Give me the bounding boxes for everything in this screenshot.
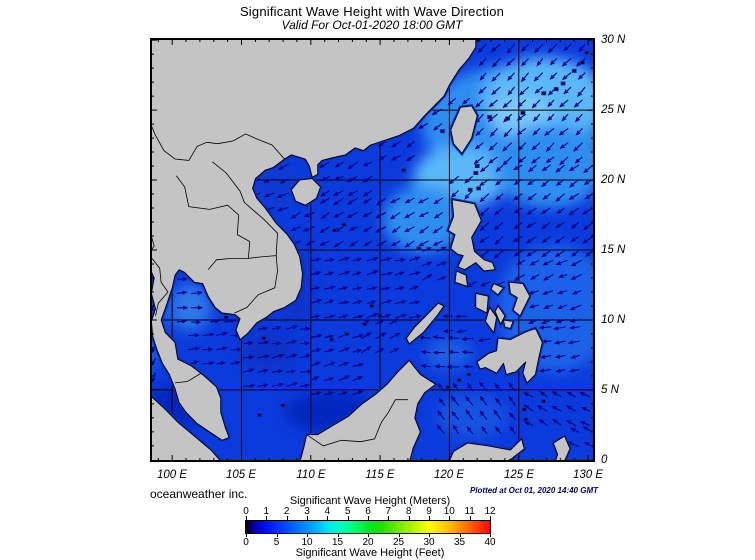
legend-tick-mark bbox=[408, 516, 410, 520]
chart-subtitle: Valid For Oct-01-2020 18:00 GMT bbox=[281, 18, 463, 32]
credit-text: oceanweather inc. bbox=[150, 487, 248, 501]
legend-meter-tick-label: 5 bbox=[344, 506, 351, 517]
legend-meter-tick-label: 9 bbox=[426, 506, 432, 517]
legend-tick-mark bbox=[266, 516, 268, 520]
legend-tick-mark bbox=[347, 516, 349, 520]
legend-tick-mark bbox=[469, 516, 471, 520]
wave-direction-arrows bbox=[150, 43, 594, 448]
lon-axis-label: 105 E bbox=[225, 469, 257, 481]
legend-meter-tick-label: 1 bbox=[263, 506, 270, 517]
legend-tick-mark bbox=[327, 516, 329, 520]
small-islands bbox=[223, 38, 590, 422]
plotted-timestamp: Plotted at Oct 01, 2020 14:40 GMT bbox=[469, 486, 598, 495]
lon-axis-label: 120 E bbox=[433, 469, 465, 481]
legend-meter-tick-label: 7 bbox=[385, 506, 392, 517]
lat-axis-label: 10 N bbox=[601, 314, 626, 326]
legend-meter-tick-label: 6 bbox=[365, 506, 371, 517]
legend-meter-tick-label: 10 bbox=[443, 506, 455, 517]
legend-meter-tick-label: 0 bbox=[243, 506, 249, 517]
legend-title-feet: Significant Wave Height (Feet) bbox=[295, 547, 445, 559]
legend-feet-tick-label: 10 bbox=[301, 537, 313, 548]
land bbox=[150, 38, 571, 462]
country-borders bbox=[150, 122, 408, 447]
legend-feet-tick-label: 20 bbox=[362, 537, 374, 548]
legend-feet-tick-label: 0 bbox=[243, 537, 249, 548]
chart-title: Significant Wave Height with Wave Direct… bbox=[239, 4, 505, 19]
legend-meter-tick-label: 11 bbox=[464, 506, 475, 517]
lat-axis-label: 20 N bbox=[601, 174, 626, 186]
legend-feet-tick-label: 30 bbox=[423, 537, 435, 548]
legend-meter-tick-label: 4 bbox=[324, 506, 331, 517]
legend-feet-tick-label: 5 bbox=[273, 537, 280, 548]
legend-tick-mark bbox=[246, 516, 247, 520]
legend-meter-tick-label: 8 bbox=[405, 506, 412, 517]
legend-meter-tick-label: 2 bbox=[283, 506, 290, 517]
legend-feet-tick-label: 25 bbox=[392, 537, 405, 548]
legend-tick-mark bbox=[490, 534, 491, 537]
lat-axis-label: 15 N bbox=[601, 244, 626, 256]
legend-meter-tick-label: 3 bbox=[304, 506, 310, 517]
lon-axis-label: 125 E bbox=[503, 469, 535, 481]
legend-feet-tick-label: 15 bbox=[331, 537, 344, 548]
legend-tick-mark bbox=[276, 534, 278, 537]
legend-tick-mark bbox=[490, 516, 491, 520]
map-frame bbox=[150, 38, 595, 462]
legend-tick-mark bbox=[388, 516, 390, 520]
legend-tick-mark bbox=[429, 534, 430, 537]
legend-tick-mark bbox=[449, 516, 451, 520]
wave-map bbox=[150, 38, 595, 462]
lon-axis-label: 110 E bbox=[296, 469, 326, 481]
legend-tick-mark bbox=[368, 516, 369, 520]
legend-tick-mark bbox=[459, 534, 461, 537]
lat-axis-label: 25 N bbox=[601, 104, 626, 116]
lon-axis-label: 115 E bbox=[365, 469, 395, 481]
legend-feet-tick-label: 35 bbox=[453, 537, 466, 548]
legend-tick-mark bbox=[429, 516, 430, 520]
legend-tick-mark bbox=[307, 516, 308, 520]
lon-axis-label: 130 E bbox=[572, 469, 604, 481]
lat-axis-label: 30 N bbox=[601, 34, 626, 46]
legend-title-meters: Significant Wave Height (Meters) bbox=[289, 495, 451, 507]
lon-axis-label: 100 E bbox=[156, 469, 188, 481]
legend-tick-mark bbox=[368, 534, 369, 537]
lat-axis-label: 0 bbox=[601, 454, 608, 466]
lat-axis-label: 5 N bbox=[601, 384, 619, 396]
legend-tick-mark bbox=[246, 534, 247, 537]
legend-tick-mark bbox=[286, 516, 288, 520]
legend-feet-tick-label: 40 bbox=[484, 537, 496, 548]
legend-tick-mark bbox=[398, 534, 400, 537]
legend-tick-mark bbox=[307, 534, 308, 537]
legend-meter-tick-label: 12 bbox=[484, 506, 496, 517]
legend-colorbar bbox=[245, 520, 491, 534]
legend-tick-mark bbox=[337, 534, 339, 537]
